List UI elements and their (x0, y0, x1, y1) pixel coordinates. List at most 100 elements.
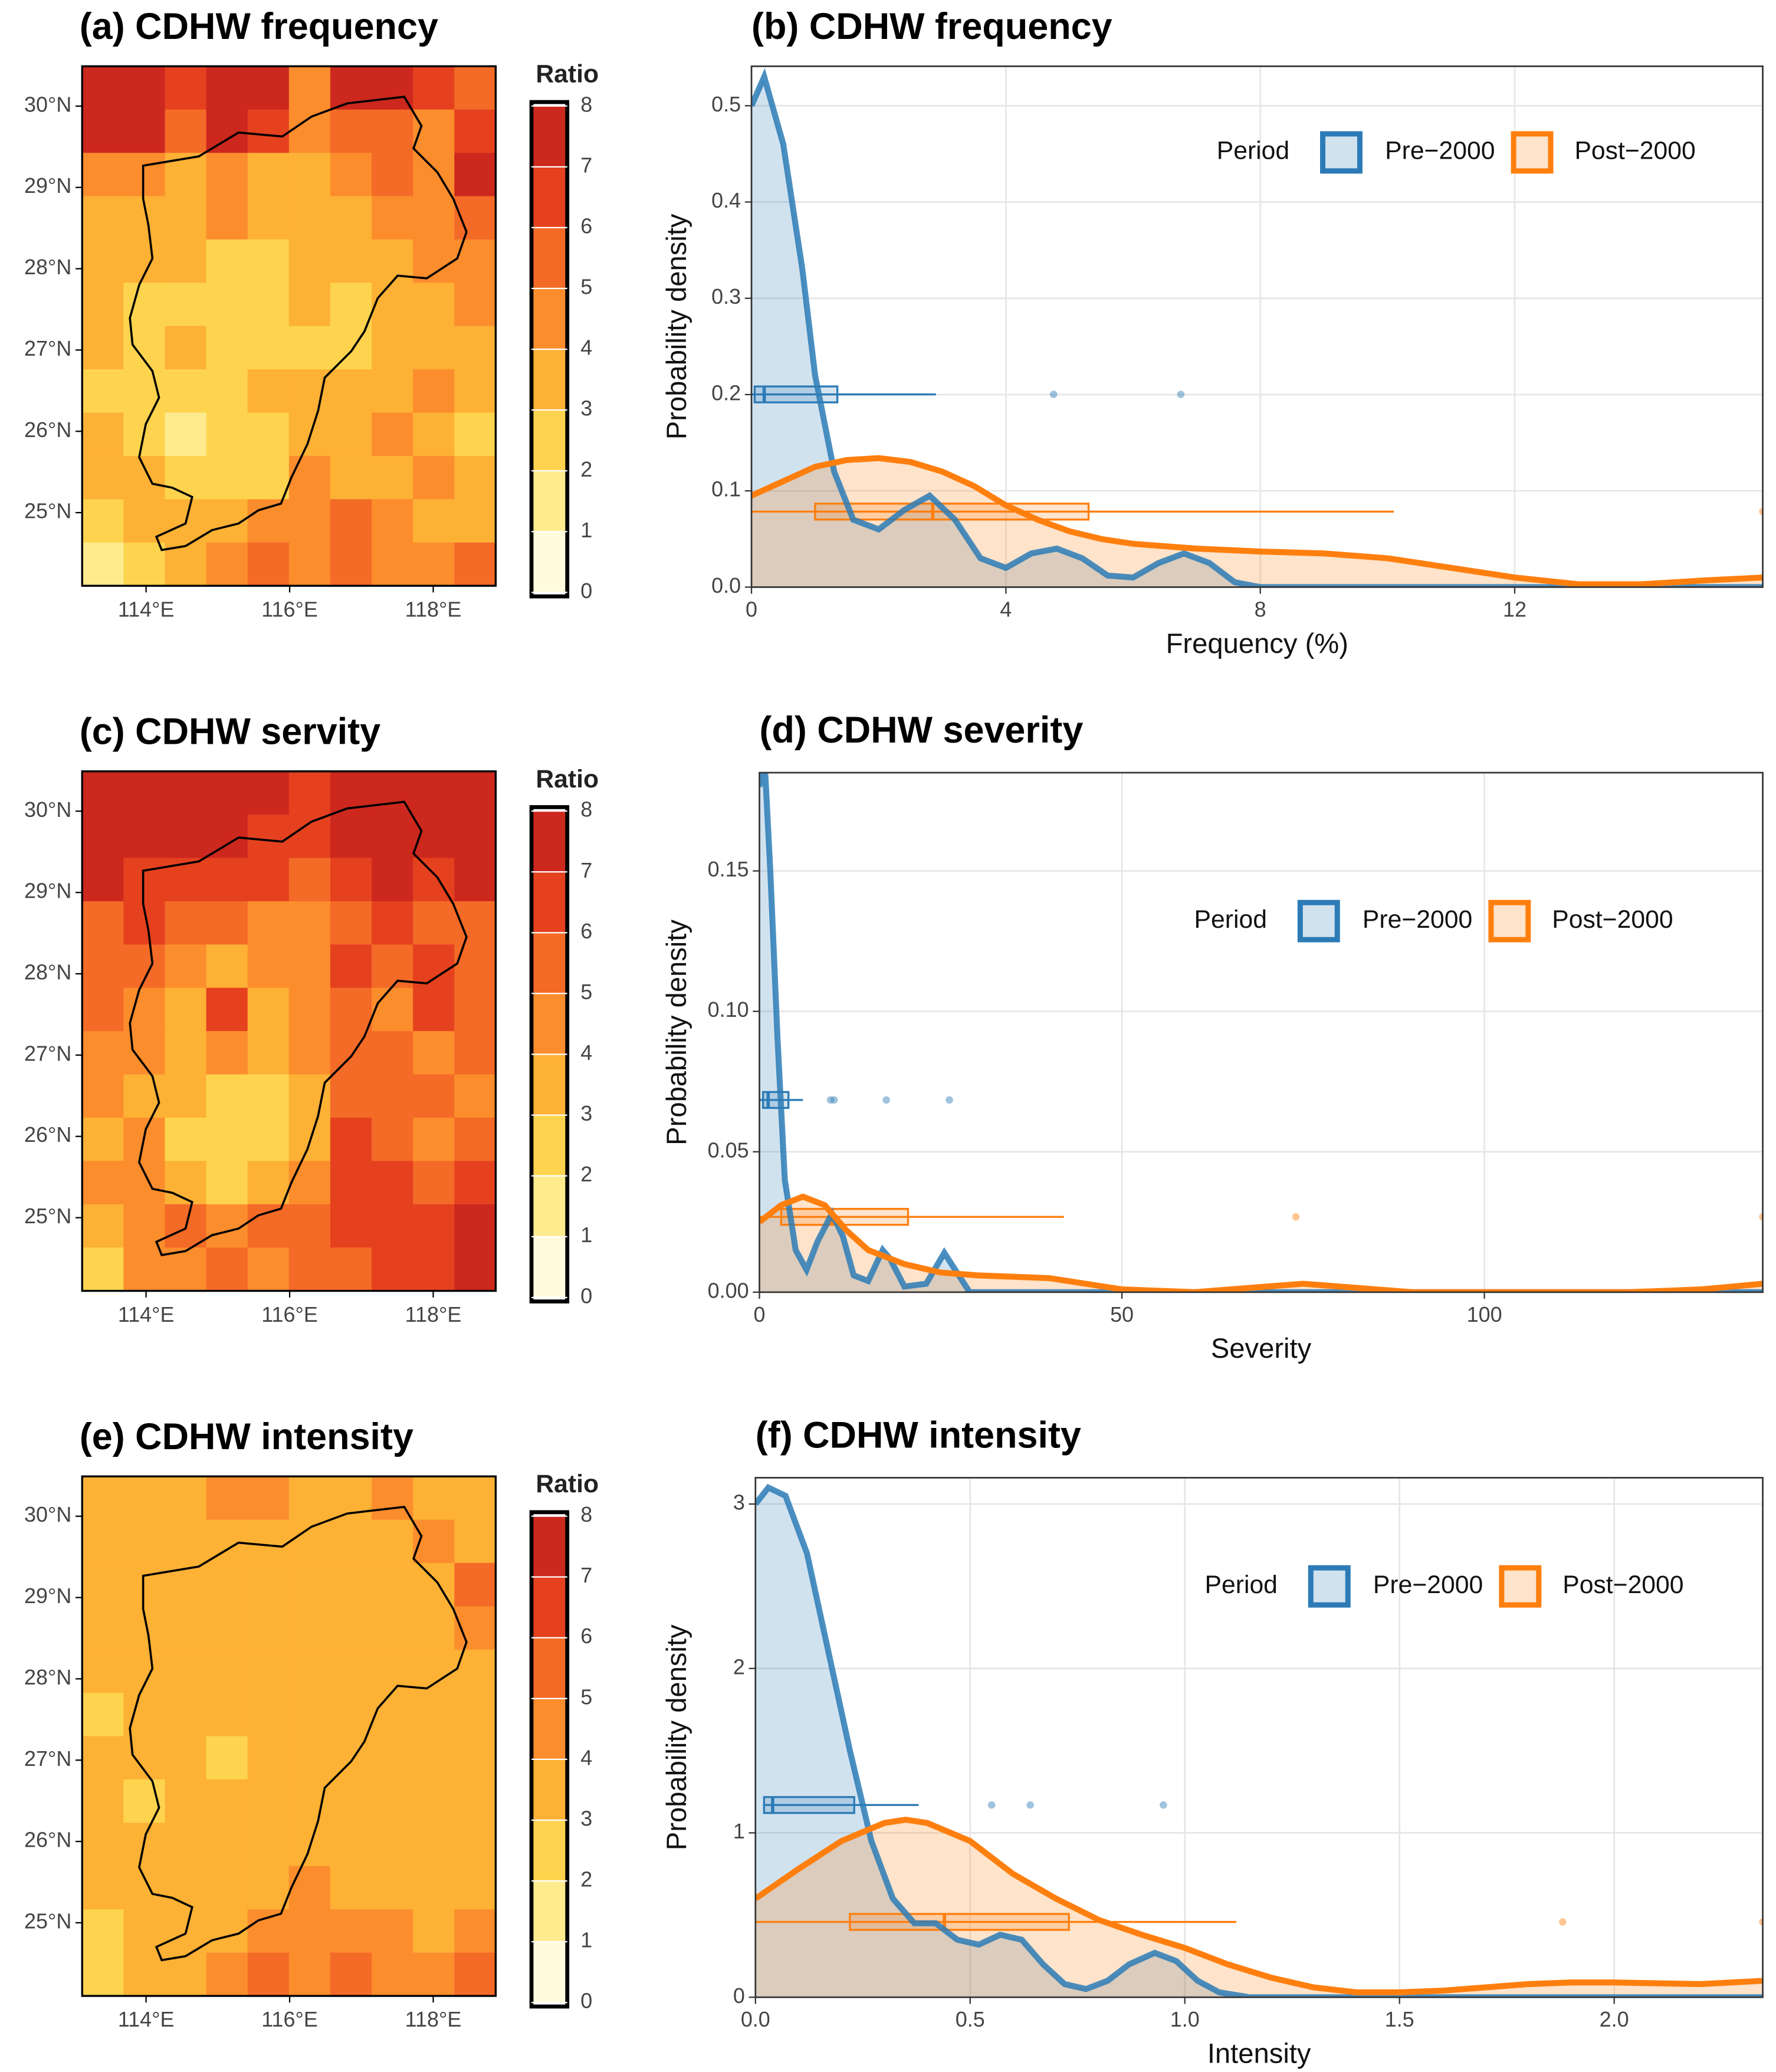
y-tick-label: 0.2 (711, 380, 741, 405)
colorbar-bin (531, 1175, 567, 1237)
map-cell (82, 815, 124, 859)
map-cell (165, 1476, 207, 1521)
map-cell (372, 1031, 414, 1075)
map-cell (206, 815, 248, 859)
map-cell (454, 283, 497, 327)
map-cell (413, 944, 455, 989)
map-cell (123, 1476, 166, 1521)
map-cell (330, 1606, 373, 1650)
colorbar-bin (531, 932, 567, 994)
map-cell (82, 1031, 124, 1075)
map-cell (82, 109, 124, 154)
map-cell (372, 1909, 414, 1953)
map-cell (372, 153, 414, 197)
panel-border (754, 1477, 1764, 1998)
map-cell (330, 1823, 373, 1867)
map-cell (247, 283, 290, 327)
colorbar-tick-label: 0 (580, 579, 592, 603)
map-cell (330, 1909, 373, 1953)
map-cell (288, 283, 331, 327)
map-cell (372, 987, 414, 1032)
map-cell (165, 109, 207, 154)
colorbar-tick-label: 1 (580, 1223, 592, 1247)
map-cell (454, 1693, 497, 1737)
y-tick-label: 27°N (24, 336, 71, 360)
map-cell (247, 1736, 290, 1781)
map-cell (82, 196, 124, 241)
map-cell (288, 1693, 331, 1737)
plot-area (751, 68, 1763, 587)
colorbar-tick-label: 4 (580, 1745, 592, 1769)
map-cell (330, 326, 373, 370)
x-tick-label: 1.5 (1385, 2007, 1414, 2031)
y-tick-label: 0.0 (711, 573, 741, 597)
map-cell (206, 455, 248, 500)
x-tick-label: 1.0 (1170, 2007, 1200, 2031)
map-cell (372, 901, 414, 945)
x-tick-label: 0 (754, 1302, 766, 1326)
map-cell (288, 1074, 331, 1119)
map-cell (454, 1519, 497, 1564)
map-cell (372, 1161, 414, 1205)
map-cell (413, 1117, 455, 1162)
y-tick-label: 0.3 (711, 284, 741, 308)
colorbar-bin (531, 349, 567, 411)
map-cell (82, 1779, 124, 1824)
map-cell (123, 66, 166, 110)
x-axis-label: Intensity (1207, 2038, 1311, 2069)
panel-border (750, 65, 1764, 588)
colorbar-bin (531, 1881, 567, 1942)
map-cell (413, 1779, 455, 1824)
map-cell (247, 1693, 290, 1737)
colorbar-tick-label: 5 (580, 275, 592, 299)
map-cell (206, 153, 248, 197)
map-cell (165, 1649, 207, 1694)
map-cell (206, 1866, 248, 1910)
map-cell (288, 326, 331, 370)
y-tick-label: 27°N (24, 1746, 71, 1771)
map-title: (c) CDHW servity (80, 711, 380, 752)
map-cell (247, 66, 290, 110)
map-cell (372, 1779, 414, 1824)
map-cell (206, 1952, 248, 1997)
map-cell (165, 1736, 207, 1781)
outlier (1292, 1213, 1300, 1221)
map-cell (206, 858, 248, 902)
map-cell (123, 858, 166, 902)
map-cell (413, 1476, 455, 1521)
y-tick-label: 28°N (24, 960, 71, 984)
map-cell (247, 1909, 290, 1953)
colorbar-bin (531, 1236, 567, 1298)
density-line (751, 455, 1763, 587)
map-cell (123, 771, 166, 816)
map-cell (247, 1161, 290, 1205)
map-cell (372, 1562, 414, 1607)
colorbar-title: Ratio (536, 60, 599, 88)
colorbar-tick-label: 7 (580, 858, 592, 882)
map-cell (206, 771, 248, 816)
map-cell (206, 412, 248, 457)
map-cell (165, 369, 207, 413)
x-tick-label: 2.0 (1600, 2007, 1629, 2031)
map-cell (247, 1204, 290, 1249)
map-cell (82, 499, 124, 543)
map-cell (165, 1117, 207, 1162)
map-cell (330, 1031, 373, 1075)
colorbar-tick-label: 8 (580, 92, 592, 116)
map-cell (288, 542, 331, 587)
map-cell (413, 542, 455, 587)
y-tick-label: 0.10 (708, 997, 749, 1022)
map-cell (82, 455, 124, 500)
map-cell (123, 239, 166, 284)
map-cell (330, 815, 373, 859)
map-cell (413, 283, 455, 327)
map-cell (206, 987, 248, 1032)
map-cell (165, 1074, 207, 1119)
box (780, 1207, 910, 1226)
map-cell (330, 1204, 373, 1249)
map-cell (123, 1649, 166, 1694)
colorbar-tick-label: 2 (580, 1162, 592, 1186)
y-tick-label: 26°N (24, 418, 71, 442)
map-cell (454, 1247, 497, 1292)
map-cell (247, 987, 290, 1032)
